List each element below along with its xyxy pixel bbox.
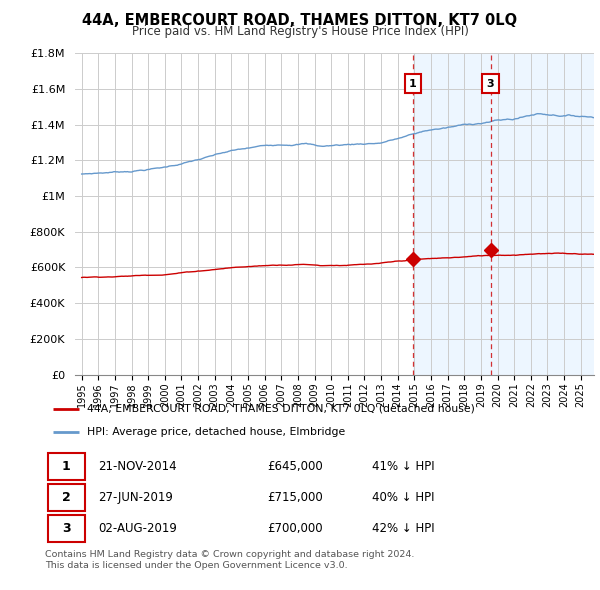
Text: £715,000: £715,000 (267, 491, 323, 504)
Text: Contains HM Land Registry data © Crown copyright and database right 2024.: Contains HM Land Registry data © Crown c… (45, 550, 415, 559)
Text: 44A, EMBERCOURT ROAD, THAMES DITTON, KT7 0LQ (detached house): 44A, EMBERCOURT ROAD, THAMES DITTON, KT7… (87, 404, 475, 414)
Text: 3: 3 (62, 522, 70, 535)
Text: 40% ↓ HPI: 40% ↓ HPI (373, 491, 435, 504)
Text: 1: 1 (62, 460, 70, 473)
Text: 2: 2 (62, 491, 70, 504)
Text: 27-JUN-2019: 27-JUN-2019 (98, 491, 173, 504)
FancyBboxPatch shape (47, 515, 85, 542)
Text: 44A, EMBERCOURT ROAD, THAMES DITTON, KT7 0LQ: 44A, EMBERCOURT ROAD, THAMES DITTON, KT7… (82, 13, 518, 28)
FancyBboxPatch shape (47, 484, 85, 511)
Text: 02-AUG-2019: 02-AUG-2019 (98, 522, 176, 535)
Text: £645,000: £645,000 (267, 460, 323, 473)
FancyBboxPatch shape (47, 454, 85, 480)
Text: 3: 3 (487, 78, 494, 88)
Text: This data is licensed under the Open Government Licence v3.0.: This data is licensed under the Open Gov… (45, 560, 347, 569)
Text: 42% ↓ HPI: 42% ↓ HPI (373, 522, 435, 535)
Text: 1: 1 (409, 78, 417, 88)
Text: £700,000: £700,000 (267, 522, 322, 535)
Text: Price paid vs. HM Land Registry's House Price Index (HPI): Price paid vs. HM Land Registry's House … (131, 25, 469, 38)
Text: HPI: Average price, detached house, Elmbridge: HPI: Average price, detached house, Elmb… (87, 427, 346, 437)
Bar (413, 53, 594, 375)
Text: 41% ↓ HPI: 41% ↓ HPI (373, 460, 435, 473)
Text: 21-NOV-2014: 21-NOV-2014 (98, 460, 176, 473)
